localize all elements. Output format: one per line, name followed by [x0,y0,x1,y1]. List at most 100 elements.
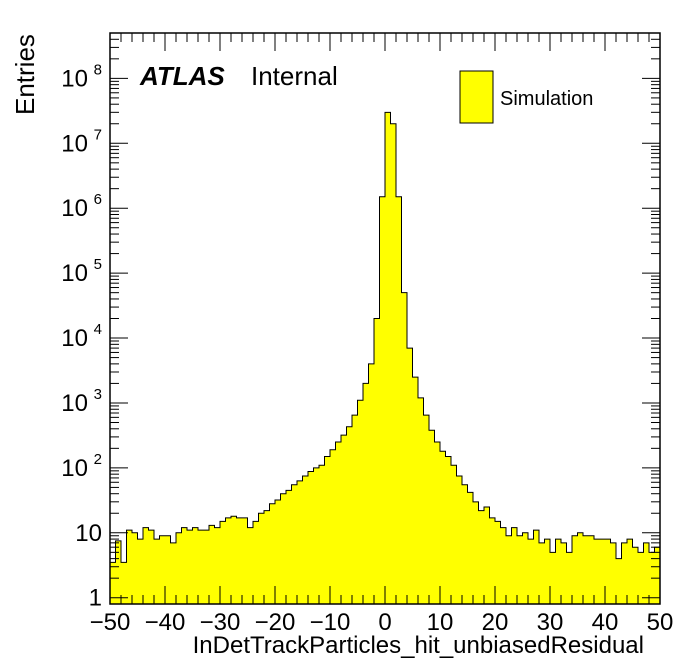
histogram-bar [511,527,518,604]
histogram-bar [544,539,551,604]
histogram-bar [599,539,606,604]
histogram-bar [423,415,430,604]
y-tick-label: 10 [61,130,88,157]
histogram-bar [407,348,413,604]
histogram-bar [588,535,595,604]
histogram-bar [170,542,177,604]
histogram-bar [187,530,193,604]
histogram-bar [401,292,408,604]
histogram-bar [594,539,600,604]
histogram-bar [225,517,232,604]
histogram-bar [269,503,276,604]
histogram-bar [561,542,567,604]
histogram-bar [550,552,556,604]
histogram-bar [297,480,303,604]
x-tick-label: −30 [200,609,241,636]
histogram-bar [522,532,529,604]
histogram-bar [192,527,199,604]
histogram-bar [390,123,397,605]
histogram-bar [462,484,468,604]
histogram-bar [352,415,358,604]
histogram-bar [412,377,419,604]
histogram-bar [231,516,237,604]
histogram-bar [456,475,463,604]
histogram-bar [346,426,353,604]
histogram-bar [291,484,298,604]
histogram-bar [258,513,265,604]
histogram-bar [253,521,259,604]
histogram-bar [275,499,281,604]
histogram-bar [379,196,386,604]
histogram-bar [577,532,584,604]
histogram-bar [165,535,171,604]
y-tick-exponent: 8 [94,61,102,78]
histogram-bar [495,521,501,604]
y-tick-label: 10 [61,325,88,352]
histogram-bar [583,535,589,604]
histogram-bar [143,527,149,604]
histogram-bar [115,540,122,604]
histogram-bar [396,196,402,604]
histogram-bar [176,532,182,604]
y-tick-label: 1 [89,585,102,612]
legend-entry-simulation: Simulation [500,88,594,110]
histogram-bar [445,456,452,604]
histogram-bar [473,501,479,604]
histogram-bar [247,527,254,604]
histogram-bar [566,552,573,604]
histogram-bar [203,530,210,604]
y-tick-label: 10 [61,195,88,222]
histogram-bar [528,539,534,604]
histogram-bar [517,535,523,604]
x-axis-label: InDetTrackParticles_hit_unbiasedResidual [192,632,644,659]
histogram-bar [110,562,116,604]
histogram-bar [374,318,380,604]
histogram-bar [489,517,496,604]
histogram-bar [605,539,611,604]
y-tick-label: 10 [61,390,88,417]
histogram-bar [440,451,446,604]
histogram-bar [302,475,309,604]
histogram-bar [643,542,650,604]
histogram-bar [280,493,287,604]
histogram-bar [429,430,435,604]
legend-swatch [459,70,494,124]
y-tick-exponent: 6 [94,191,102,208]
histogram-bar [341,435,347,604]
histogram-bar [533,530,540,604]
histogram-bar [335,442,342,604]
histogram-bar [506,535,512,604]
histogram-bar [638,552,644,604]
x-tick-label: −10 [310,609,351,636]
x-tick-label: 50 [647,609,674,636]
histogram-bar [610,542,617,604]
histogram-bar [126,530,133,604]
histogram-bar [181,527,188,604]
histogram-bar [137,539,144,604]
x-tick-label: −40 [145,609,186,636]
histogram-bar [264,510,270,604]
histogram-bar [539,542,545,604]
histogram-bar [132,532,138,604]
histogram-bar [572,535,578,604]
y-tick-label: 10 [61,65,88,92]
histogram-bar [616,558,622,604]
y-tick-exponent: 3 [94,386,102,403]
x-tick-label: 30 [537,609,564,636]
y-tick-exponent: 2 [94,451,102,468]
histogram-bar [484,506,490,604]
axis-tick-labels: −50 −40 −30 −20 −10 0 10 20 30 40 50 1 10 10 2 10 3 10 4 10… [61,61,673,636]
y-tick-exponent: 7 [94,126,102,143]
y-tick-exponent: 5 [94,256,102,273]
plot-frame [109,32,661,605]
histogram-bar [621,542,628,604]
histogram-bar [236,517,243,604]
x-tick-label: 0 [378,609,391,636]
histogram-bars [110,111,661,605]
y-tick-label: 10 [61,455,88,482]
histogram-bar [555,539,562,604]
histogram-bar [385,112,391,605]
histogram-bar [154,539,160,604]
histogram-bar [313,467,320,604]
